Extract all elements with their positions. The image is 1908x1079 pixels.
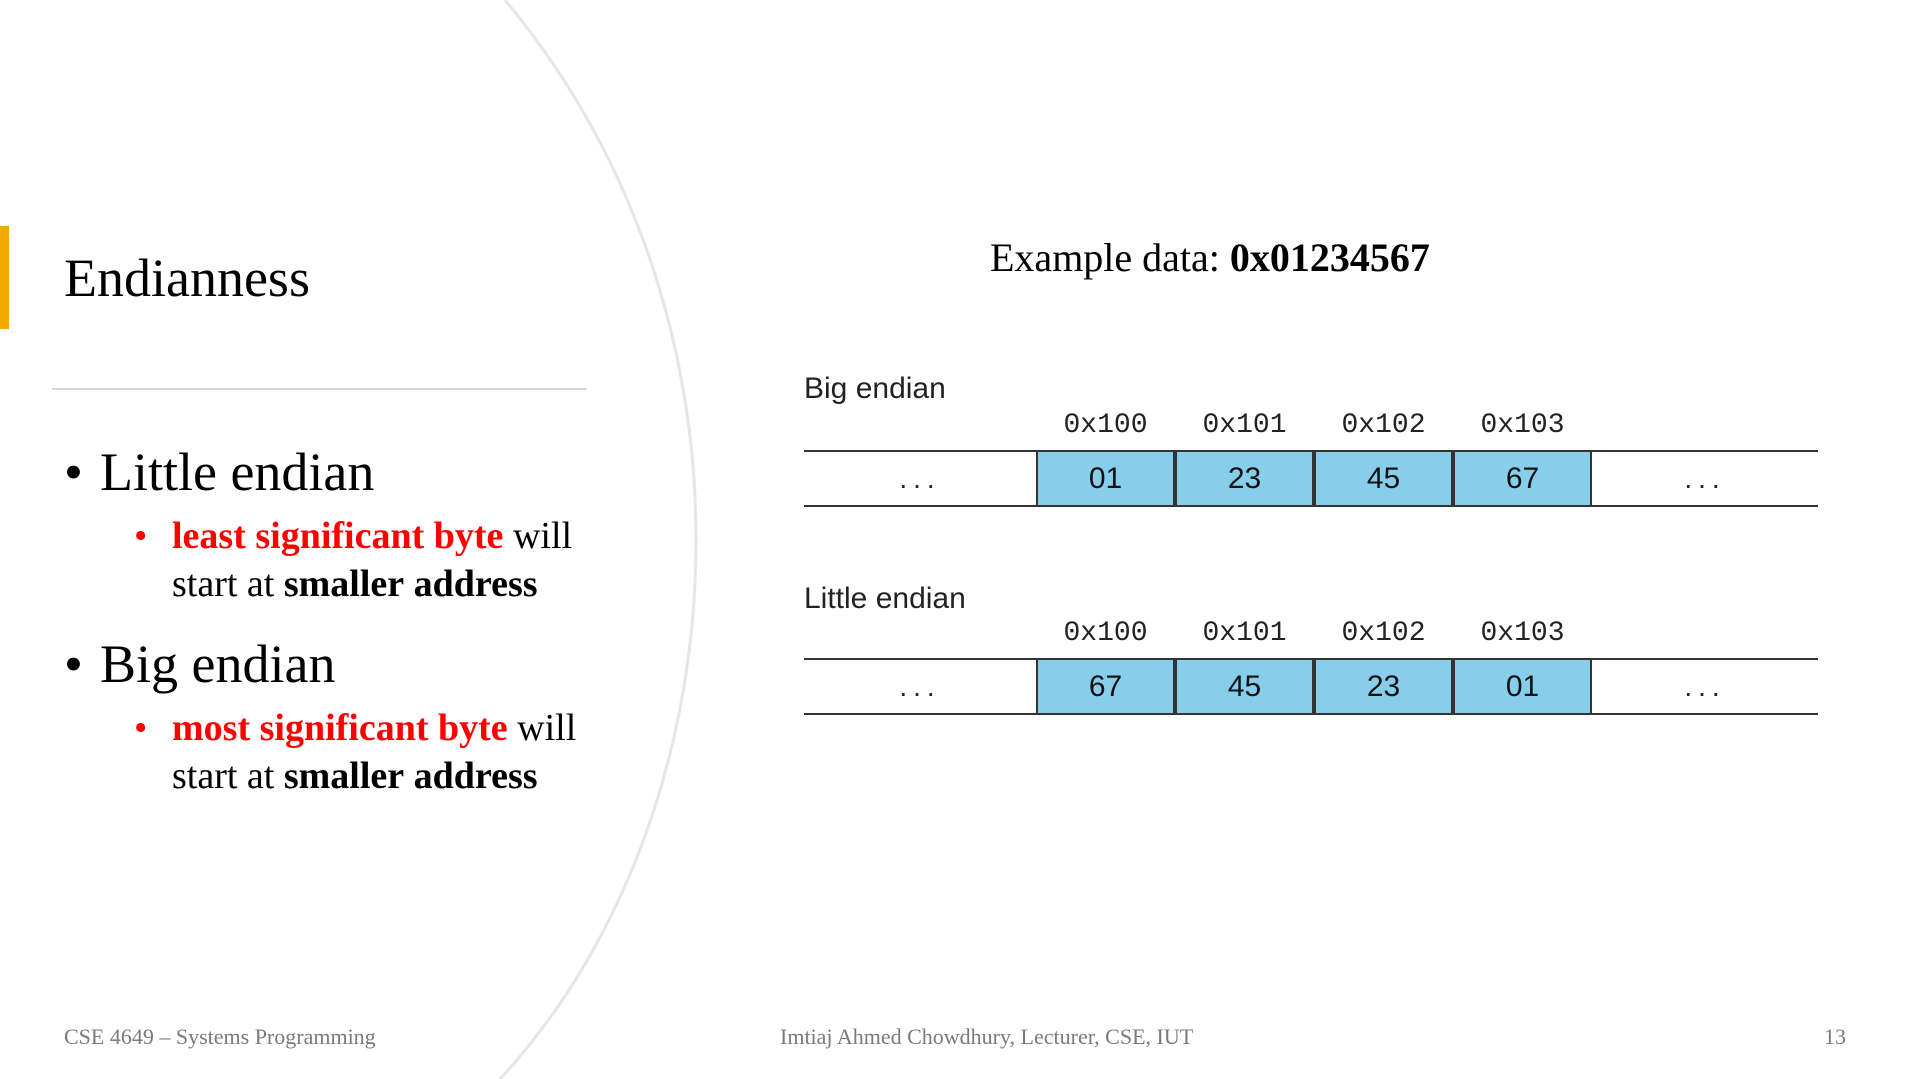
emphasis-text: least significant byte xyxy=(172,515,504,557)
byte-cell: 45 xyxy=(1314,450,1453,507)
address-label: 0x103 xyxy=(1480,410,1565,441)
big-endian-label: Big endian xyxy=(804,372,946,405)
address-label: 0x101 xyxy=(1202,410,1287,441)
sub-bullet-dot: • xyxy=(134,707,148,749)
address-label: 0x102 xyxy=(1341,410,1426,441)
byte-cell: 45 xyxy=(1175,658,1314,715)
slide-title: Endianness xyxy=(64,248,310,308)
byte-cell: 01 xyxy=(1036,450,1175,507)
emphasis-text: most significant byte xyxy=(172,707,508,749)
endianness-diagram: Big endian 0x100 0x101 0x102 0x103 ... 0… xyxy=(804,368,1824,738)
ellipsis: ... xyxy=(1684,463,1726,494)
address-label: 0x101 xyxy=(1202,618,1287,649)
ellipsis: ... xyxy=(1684,671,1726,702)
bullet-label: Big endian xyxy=(100,634,336,694)
title-accent-bar xyxy=(0,226,9,329)
bold-text: smaller xyxy=(283,563,405,605)
bullet-list: • Little endian • least significant byte … xyxy=(64,440,624,800)
footer-course: CSE 4649 – Systems Programming xyxy=(64,1024,376,1049)
address-label: 0x102 xyxy=(1341,618,1426,649)
address-label: 0x100 xyxy=(1063,618,1148,649)
sub-bullet-little-endian: • least significant byte will start at s… xyxy=(134,512,592,608)
title-divider xyxy=(52,388,587,390)
byte-cell: 23 xyxy=(1175,450,1314,507)
sub-bullet-dot: • xyxy=(134,515,148,557)
plain-text: will start at xyxy=(172,707,577,797)
bold-text: address xyxy=(413,563,538,605)
ellipsis: ... xyxy=(899,671,941,702)
byte-cell: 67 xyxy=(1453,450,1592,507)
bold-text: address xyxy=(413,755,538,797)
byte-cell: 67 xyxy=(1036,658,1175,715)
sub-bullet-big-endian: • most significant byte will start at sm… xyxy=(134,704,592,800)
example-data-heading: Example data: 0x01234567 xyxy=(990,232,1430,284)
example-value: 0x01234567 xyxy=(1229,235,1430,280)
plain-text: will start at xyxy=(172,515,573,605)
address-label: 0x100 xyxy=(1063,410,1148,441)
little-endian-label: Little endian xyxy=(804,582,966,615)
byte-cell: 23 xyxy=(1314,658,1453,715)
bullet-little-endian: • Little endian xyxy=(64,440,624,504)
byte-cell: 01 xyxy=(1453,658,1592,715)
bullet-dot: • xyxy=(64,634,83,694)
ellipsis: ... xyxy=(899,463,941,494)
example-prefix: Example data: xyxy=(990,235,1230,280)
bullet-big-endian: • Big endian xyxy=(64,632,624,696)
footer-author: Imtiaj Ahmed Chowdhury, Lecturer, CSE, I… xyxy=(780,1024,1194,1049)
bullet-label: Little endian xyxy=(100,442,375,502)
bold-text: smaller xyxy=(283,755,405,797)
address-label: 0x103 xyxy=(1480,618,1565,649)
bullet-dot: • xyxy=(64,442,83,502)
page-number: 13 xyxy=(1824,1024,1846,1049)
